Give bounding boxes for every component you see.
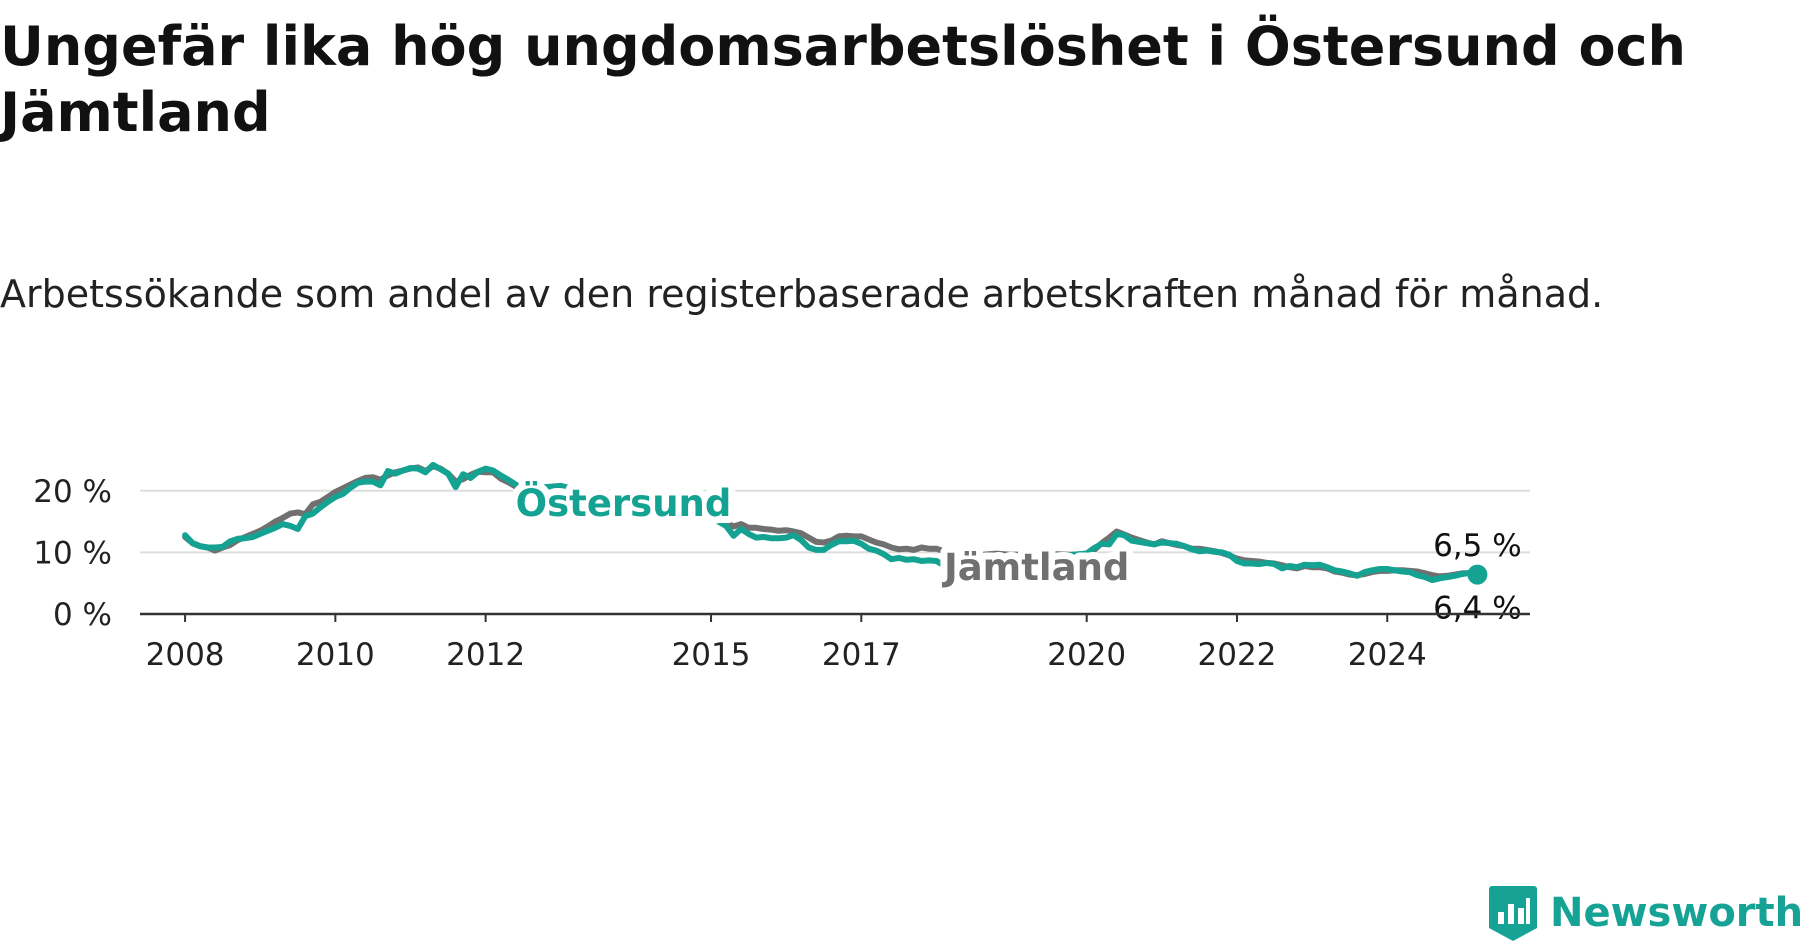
y-tick-label: 0 % [53,597,112,633]
series-label-jamtland: Jämtland [941,546,1129,589]
x-tick-label: 2010 [296,637,375,673]
x-tick-label: 2015 [672,637,751,673]
end-value-label-jamtland: 6,5 % [1433,528,1522,564]
page-title: Ungefär lika hög ungdomsarbetslöshet i Ö… [0,15,1686,144]
x-tick-label: 2012 [446,637,525,673]
brand: Newsworthy [1488,884,1800,942]
y-tick-label: 10 % [33,535,112,571]
end-value-label-ostersund: 6,4 % [1433,591,1522,627]
x-ticks [184,614,1389,622]
x-tick-label: 2008 [146,637,225,673]
x-tick-label: 2022 [1198,637,1277,673]
series-lines [182,461,1481,584]
series-label-ostersund: Östersund [516,481,732,525]
series-line-ostersund [182,461,1481,584]
line-chart: 0 %10 %20 % JämtlandJämtlandÖstersundÖst… [33,461,1530,673]
series-label-halo: Jämtland [941,546,1129,589]
end-points [1467,564,1488,585]
chart-subtitle: Arbetssökande som andel av den registerb… [0,272,1604,316]
end-labels: 6,5 % 6,4 % [1433,528,1522,627]
end-point-ostersund [1467,564,1488,585]
y-tick-label: 20 % [33,474,112,510]
y-tick-labels: 0 % 10 % 20 % [33,474,112,633]
x-tick-labels: 2008 2010 2012 2015 2017 2020 2022 2024 [146,637,1427,673]
x-tick-label: 2020 [1047,637,1126,673]
series-label-halo: Östersund [516,481,732,525]
x-tick-label: 2024 [1348,637,1427,673]
newsworthy-logo-icon [1489,886,1537,941]
grid-lines [140,489,1530,554]
x-tick-label: 2017 [822,637,901,673]
brand-name: Newsworthy [1550,890,1800,936]
